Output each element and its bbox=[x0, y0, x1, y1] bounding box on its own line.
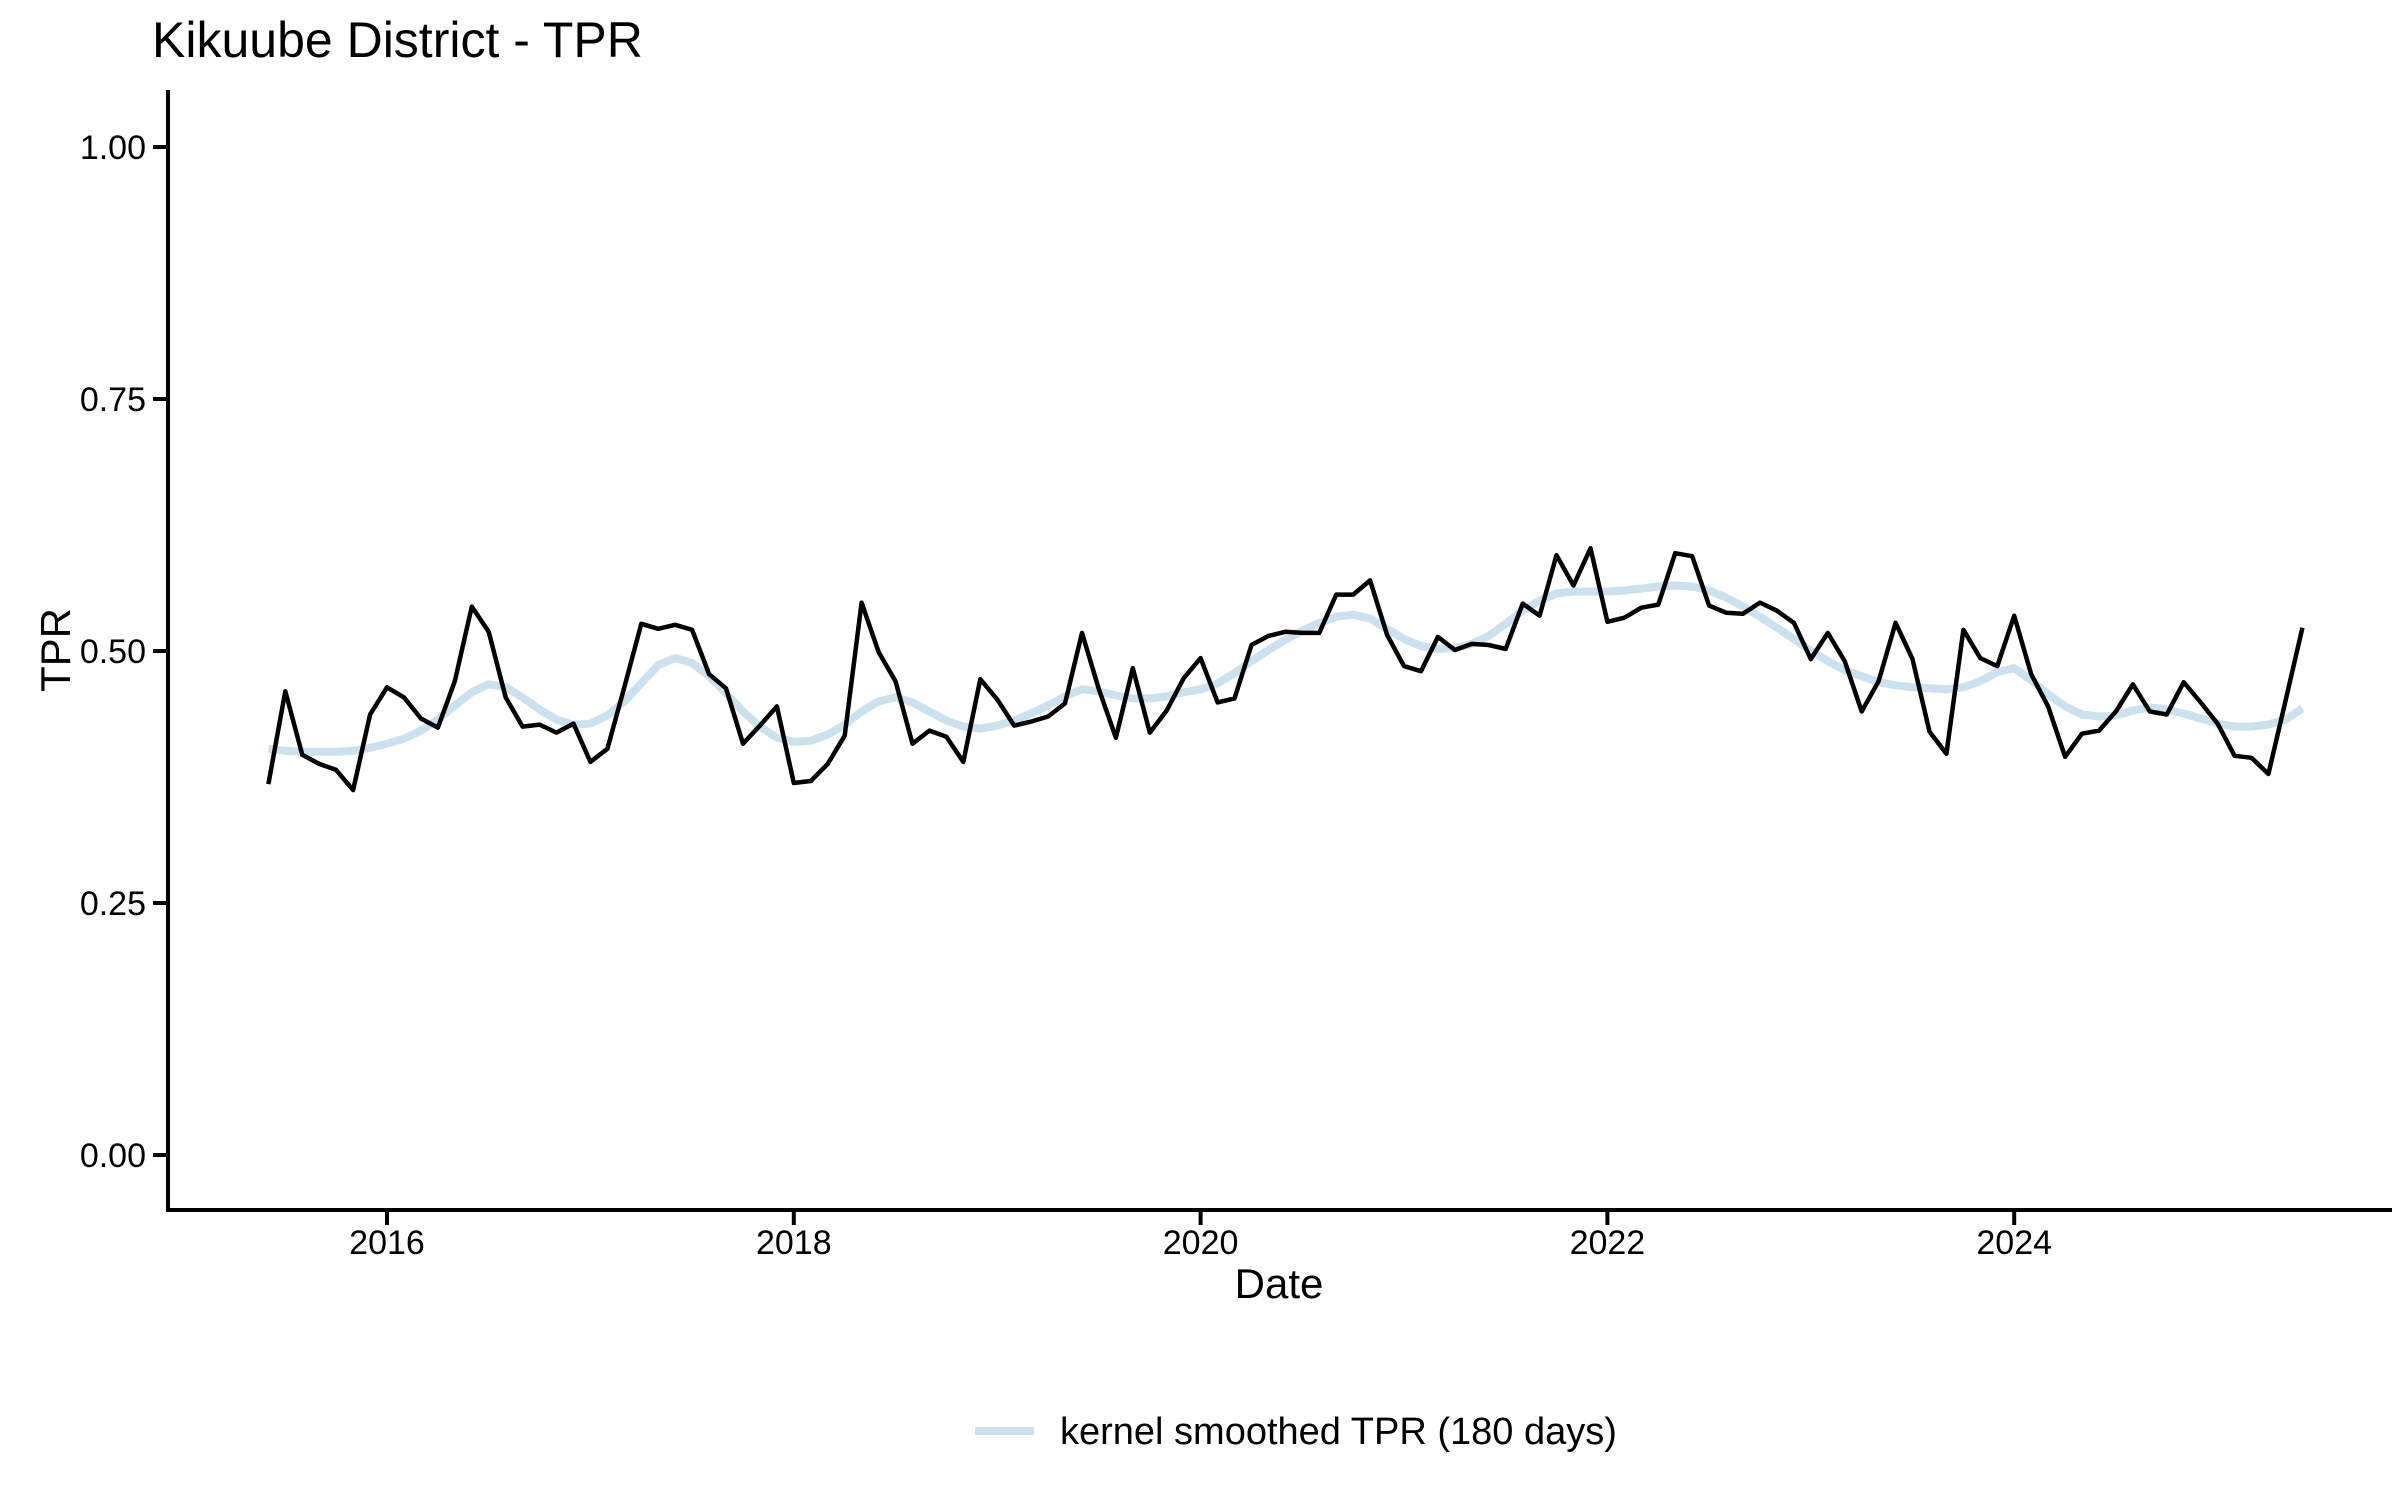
y-tick-label: 0.25 bbox=[80, 885, 146, 923]
y-tick-label: 1.00 bbox=[80, 129, 146, 167]
x-tick-label: 2020 bbox=[1163, 1224, 1239, 1262]
y-axis-ticks: 0.00 0.25 0.50 0.75 1.00 bbox=[80, 129, 166, 1175]
axes bbox=[166, 90, 2392, 1212]
y-axis-title: TPR bbox=[32, 608, 79, 692]
chart-title: Kikuube District - TPR bbox=[152, 12, 643, 68]
x-tick-label: 2018 bbox=[756, 1224, 832, 1262]
x-tick-label: 2024 bbox=[1976, 1224, 2052, 1262]
x-tick-label: 2016 bbox=[349, 1224, 425, 1262]
x-axis-title: Date bbox=[1235, 1260, 1324, 1307]
kernel-smoothed-tpr-line bbox=[267, 581, 2305, 756]
legend-label: kernel smoothed TPR (180 days) bbox=[1060, 1411, 1617, 1453]
y-tick-label: 0.75 bbox=[80, 381, 146, 419]
tpr-line bbox=[266, 545, 2305, 793]
x-tick-label: 2022 bbox=[1570, 1224, 1646, 1262]
legend: kernel smoothed TPR (180 days) bbox=[975, 1411, 1617, 1453]
y-tick-label: 0.50 bbox=[80, 633, 146, 671]
y-tick-label: 0.00 bbox=[80, 1137, 146, 1175]
x-axis-ticks: 2016 2018 2020 2022 2024 bbox=[349, 1212, 2052, 1262]
